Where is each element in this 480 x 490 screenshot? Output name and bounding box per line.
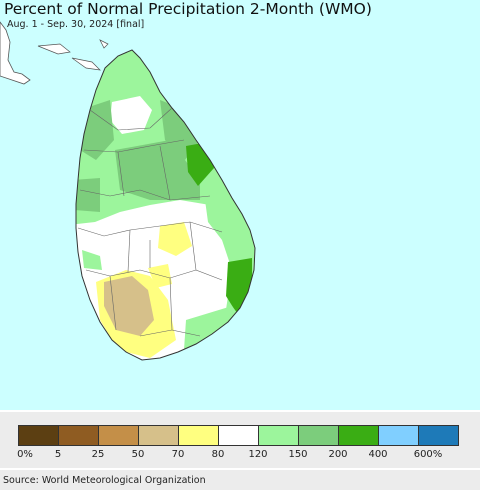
legend-label: 400 (368, 449, 388, 460)
legend-label: 120 (248, 449, 268, 460)
legend-swatch (139, 426, 179, 445)
source-credit: Source: World Meteorological Organizatio… (3, 475, 206, 486)
legend-label: 150 (288, 449, 308, 460)
legend-swatch (99, 426, 139, 445)
legend-swatch (219, 426, 259, 445)
legend-swatch (179, 426, 219, 445)
sri-lanka (76, 50, 255, 360)
footer-background (0, 470, 480, 490)
district-boundaries (77, 107, 223, 337)
legend-swatch (19, 426, 59, 445)
legend-label: 5 (54, 449, 62, 460)
legend-swatch (339, 426, 379, 445)
legend-swatch (59, 426, 99, 445)
legend-label: 50 (131, 449, 145, 460)
india-coast (0, 21, 31, 85)
map-title: Percent of Normal Precipitation 2-Month … (4, 0, 372, 18)
legend-label: 0% (17, 449, 33, 460)
ocean (0, 0, 480, 410)
islands (37, 39, 109, 71)
map-subtitle: Aug. 1 - Sep. 30, 2024 [final] (7, 19, 145, 30)
legend-label: 200 (328, 449, 348, 460)
legend-swatch (419, 426, 458, 445)
legend-label: 25 (91, 449, 105, 460)
legend-label: 600% (413, 449, 443, 460)
legend-swatch (259, 426, 299, 445)
legend-label: 70 (171, 449, 185, 460)
legend-swatch (299, 426, 339, 445)
precipitation-map (0, 0, 480, 410)
legend-color-bar (18, 425, 459, 446)
legend-swatch (379, 426, 419, 445)
legend-label: 80 (211, 449, 225, 460)
island-outline (75, 49, 256, 361)
